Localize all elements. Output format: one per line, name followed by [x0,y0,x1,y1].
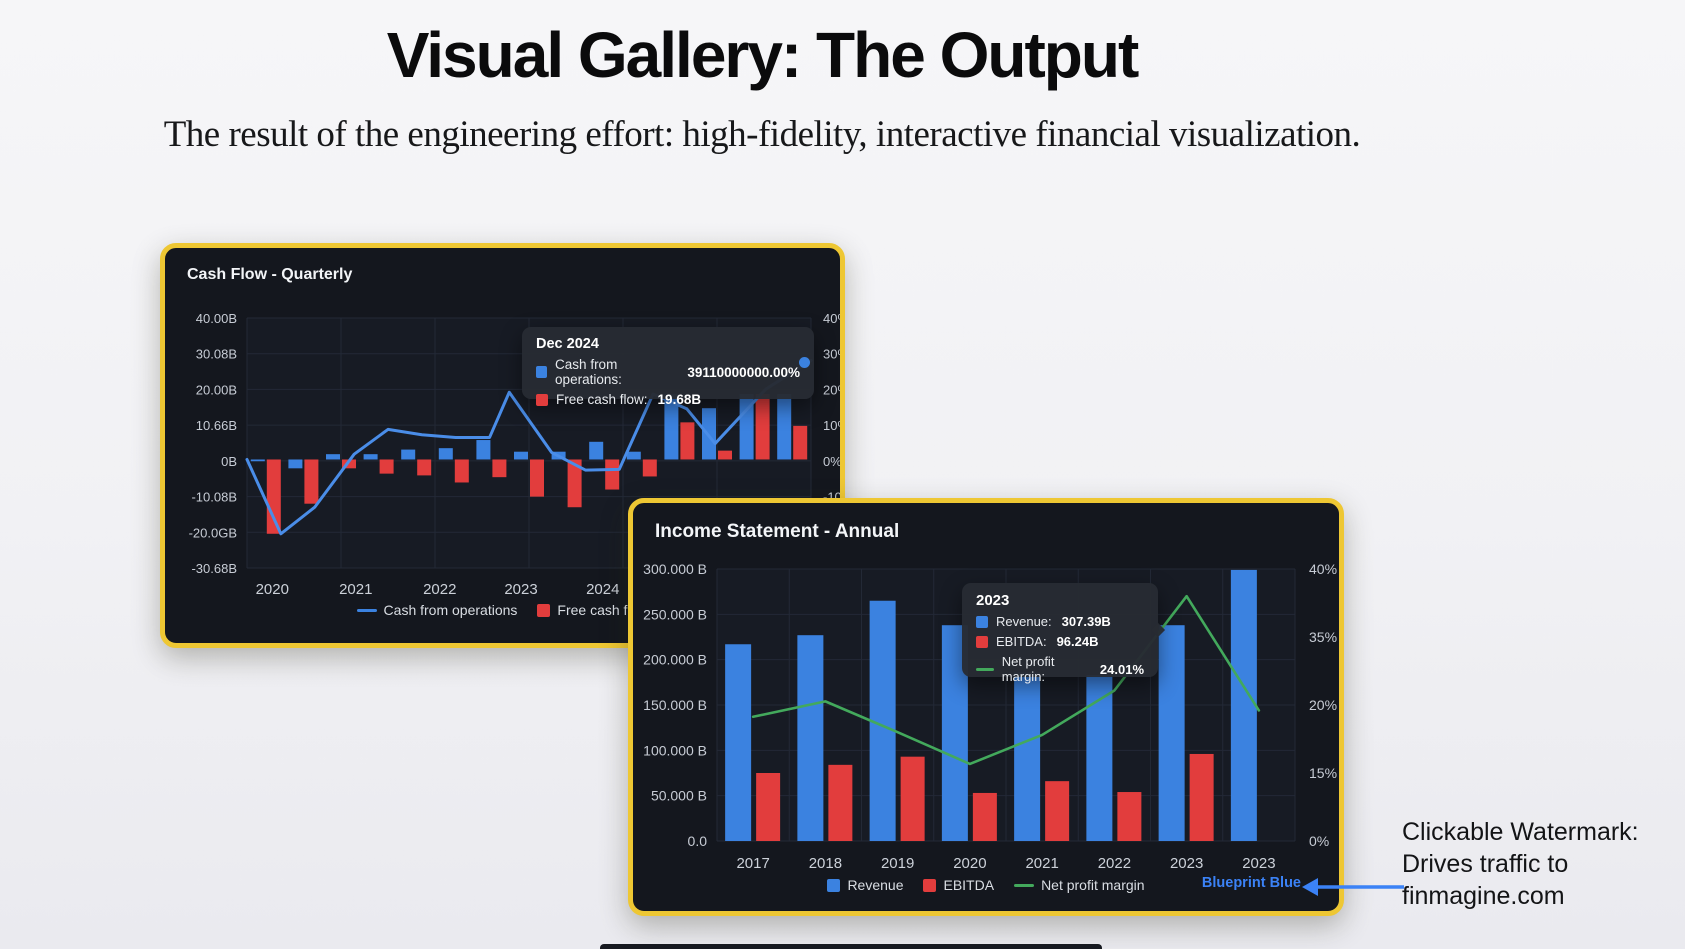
svg-text:35%: 35% [1309,629,1337,645]
svg-text:250.000 B: 250.000 B [643,606,707,622]
tooltip-label: EBITDA: [996,634,1047,649]
callout-line: Clickable Watermark: [1402,818,1639,846]
svg-text:10%: 10% [823,418,840,433]
svg-text:2018: 2018 [809,855,842,872]
square-swatch-icon [537,603,551,617]
svg-text:2023: 2023 [1170,855,1203,872]
callout-line: finmagine.com [1402,882,1565,910]
square-swatch-icon [976,635,988,648]
next-card-peek [600,944,1102,949]
page-subtitle: The result of the engineering effort: hi… [163,114,1361,156]
svg-text:2024: 2024 [586,581,619,598]
svg-text:2022: 2022 [1098,855,1131,872]
watermark-link[interactable]: Blueprint Blue [1201,875,1301,891]
income-statement-legend: Revenue EBITDA Net profit margin [633,877,1339,893]
svg-text:50.000 B: 50.000 B [651,788,707,804]
tooltip-value: 24.01% [1099,661,1144,677]
svg-text:-20.0GB: -20.0GB [189,525,237,540]
cash-flow-legend: Cash from operations Free cash flow [165,602,840,618]
line-swatch-icon [976,667,994,671]
income-statement-chart-plot[interactable]: 300.000 B 250.000 B 200.000 B 150.000 B 100.… [633,503,1339,911]
svg-text:40.00B: 40.00B [196,311,237,326]
svg-text:2017: 2017 [736,855,769,872]
tooltip-label: Net profit margin: [1001,654,1055,684]
svg-text:100.000 B: 100.000 B [643,742,707,758]
square-swatch-icon [976,615,988,628]
svg-text:-30.68B: -30.68B [191,561,237,576]
svg-text:20%: 20% [823,382,840,397]
legend-item-revenue[interactable]: Revenue [827,877,903,893]
legend-item-net-profit-margin[interactable]: Net profit margin [1014,877,1145,893]
line-swatch-icon [1014,883,1035,887]
square-swatch-icon [923,878,937,892]
line-point-marker[interactable] [799,357,810,368]
legend-item-free-cash-flow[interactable]: Free cash flow [537,602,648,618]
income-statement-chart-title: Income Statement - Annual [655,521,900,542]
svg-text:20%: 20% [1309,697,1337,713]
tooltip-row: Cash from operations: 39110000000.00% [536,357,800,387]
legend-item-cash-from-operations[interactable]: Cash from operations [356,602,518,618]
svg-text:20.00B: 20.00B [196,382,237,397]
svg-text:40%: 40% [823,311,840,326]
square-swatch-icon [536,393,548,406]
legend-label: Cash from operations [383,602,518,618]
income-statement-tooltip: 2023 Revenue: 307.39B EBITDA: 96.24B Net… [962,583,1166,684]
page-title: Visual Gallery: The Output [386,19,1140,91]
legend-label: Revenue [847,877,904,893]
cash-flow-chart-card: 40.00B 30.08B 20.00B 10.66B 0B -10.08B -20.0GB… [160,243,845,648]
tooltip-row: Revenue: 307.39B [976,614,1144,629]
svg-text:0B: 0B [221,454,237,469]
svg-text:0%: 0% [1309,833,1329,849]
svg-text:2022: 2022 [423,581,456,598]
svg-text:15%: 15% [1309,765,1337,781]
svg-text:2019: 2019 [881,855,914,872]
svg-text:40%: 40% [1309,561,1337,577]
tooltip-value: 39110000000.00% [687,364,800,380]
tooltip-label: Cash from operations: [555,357,622,387]
svg-text:2023: 2023 [1242,855,1275,872]
legend-label: Free cash flow [557,602,649,618]
tooltip-row: Net profit margin: 24.01% [976,654,1144,684]
tooltip-value: 19.68B [657,392,702,407]
tooltip-row: Free cash flow: 19.68B [536,392,800,407]
svg-text:0%: 0% [823,454,840,469]
cash-flow-tooltip: Dec 2024 Cash from operations: 391100000… [522,327,814,407]
tooltip-value: 307.39B [1061,614,1111,629]
callout-line: Drives traffic to [1402,850,1569,878]
cash-flow-chart-title: Cash Flow - Quarterly [187,266,353,283]
tooltip-title: Dec 2024 [536,336,599,352]
svg-text:300.000 B: 300.000 B [643,561,707,577]
svg-text:200.000 B: 200.000 B [643,652,707,668]
tooltip-label: Free cash flow: [556,392,648,407]
svg-text:2023: 2023 [504,581,537,598]
svg-text:2020: 2020 [256,581,289,598]
tooltip-row: EBITDA: 96.24B [976,634,1144,649]
legend-item-ebitda[interactable]: EBITDA [923,877,994,893]
callout-text: Clickable Watermark: Drives traffic to f… [1402,816,1685,912]
svg-text:30%: 30% [823,347,840,362]
legend-label: Net profit margin [1041,877,1145,893]
line-swatch-icon [356,608,377,612]
tooltip-title: 2023 [976,592,1010,609]
svg-text:0.0: 0.0 [688,833,708,849]
slide-header: Visual Gallery: The Output The result of… [0,0,1524,156]
tooltip-value: 96.24B [1056,634,1099,649]
svg-text:150.000 B: 150.000 B [643,697,707,713]
square-swatch-icon [536,366,548,378]
callout-arrow-icon [1302,878,1404,896]
svg-text:30.08B: 30.08B [196,347,237,362]
svg-text:-10.08B: -10.08B [191,490,237,505]
income-statement-chart-card: 300.000 B 250.000 B 200.000 B 150.000 B 100.… [628,498,1344,916]
square-swatch-icon [827,878,841,892]
svg-text:10.66B: 10.66B [196,418,237,433]
svg-text:2021: 2021 [1025,855,1058,872]
tooltip-label: Revenue: [996,614,1052,629]
legend-label: EBITDA [943,877,995,893]
svg-text:2021: 2021 [339,581,372,598]
svg-text:2020: 2020 [953,855,986,872]
